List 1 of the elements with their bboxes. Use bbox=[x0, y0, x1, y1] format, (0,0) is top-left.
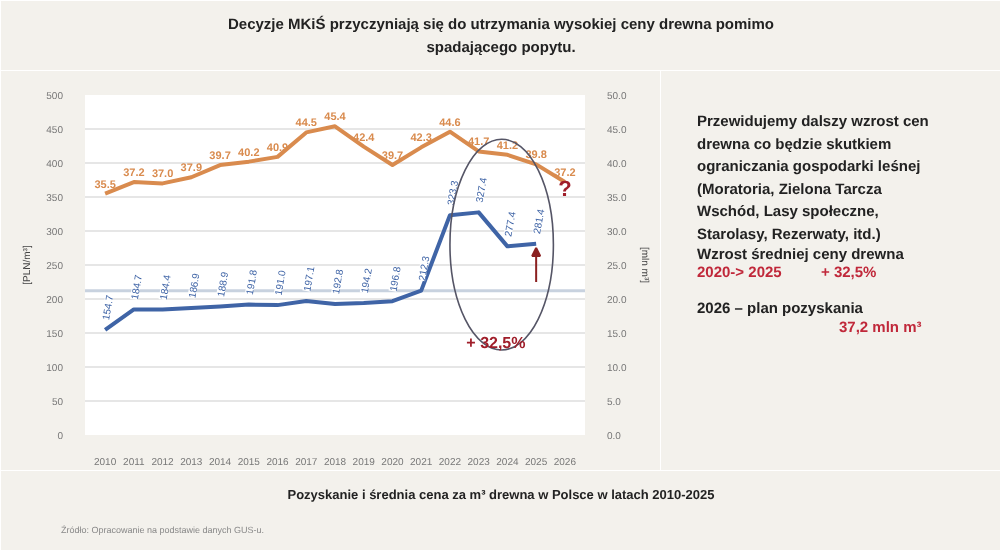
annotation: ? bbox=[558, 178, 573, 203]
